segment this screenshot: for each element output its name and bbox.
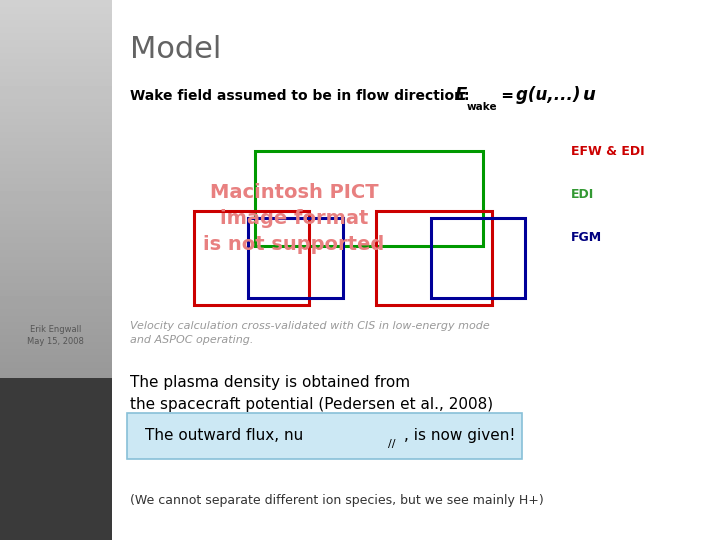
Text: u: u xyxy=(583,86,596,104)
Bar xyxy=(248,218,343,298)
Text: E: E xyxy=(454,86,467,104)
Bar xyxy=(194,211,310,305)
Bar xyxy=(0,378,112,540)
Bar xyxy=(431,218,526,298)
Text: Macintosh PICT
image format
is not supported: Macintosh PICT image format is not suppo… xyxy=(204,184,384,254)
Text: The outward flux, nu: The outward flux, nu xyxy=(145,428,303,443)
Text: (We cannot separate different ion species, but we see mainly H+): (We cannot separate different ion specie… xyxy=(130,494,544,507)
FancyBboxPatch shape xyxy=(127,413,522,459)
Text: FGM: FGM xyxy=(571,231,602,244)
Text: =: = xyxy=(496,88,519,103)
Text: //: // xyxy=(388,439,396,449)
Text: g(u,...): g(u,...) xyxy=(516,86,586,104)
Text: EDI: EDI xyxy=(571,188,594,201)
Text: Wake field assumed to be in flow direction:: Wake field assumed to be in flow directi… xyxy=(130,89,474,103)
Bar xyxy=(255,151,482,246)
Text: Erik Engwall
May 15, 2008: Erik Engwall May 15, 2008 xyxy=(27,325,84,346)
Bar xyxy=(377,211,492,305)
Text: EFW & EDI: EFW & EDI xyxy=(571,145,644,158)
Text: wake: wake xyxy=(467,102,497,112)
Text: Model: Model xyxy=(130,35,221,64)
Text: Velocity calculation cross-validated with CIS in low-energy mode
and ASPOC opera: Velocity calculation cross-validated wit… xyxy=(130,321,490,345)
Text: , is now given!: , is now given! xyxy=(404,428,515,443)
Text: The plasma density is obtained from
the spacecraft potential (Pedersen et al., 2: The plasma density is obtained from the … xyxy=(130,375,493,412)
